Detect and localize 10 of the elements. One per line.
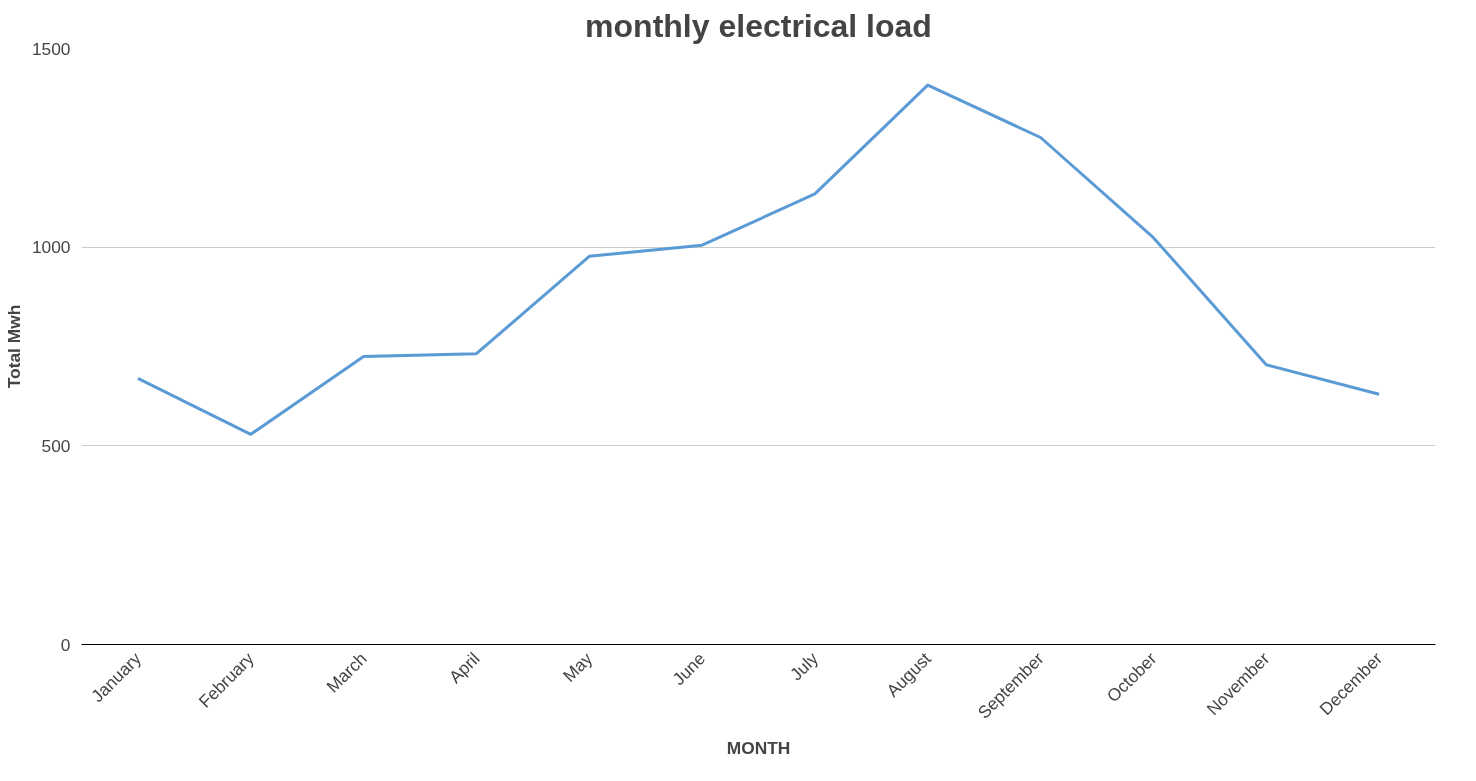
x-tick-label: May bbox=[559, 648, 597, 686]
x-tick-label: July bbox=[786, 648, 823, 685]
y-tick-label: 1000 bbox=[31, 237, 71, 258]
y-axis-title: Total Mwh bbox=[3, 304, 24, 389]
y-tick-label: 1500 bbox=[31, 38, 71, 59]
y-tick-label: 0 bbox=[60, 634, 71, 655]
chart-title: monthly electrical load bbox=[585, 7, 932, 44]
y-tick-label: 500 bbox=[41, 435, 71, 456]
x-axis-title: MONTH bbox=[726, 737, 791, 758]
line-series bbox=[136, 83, 1381, 436]
